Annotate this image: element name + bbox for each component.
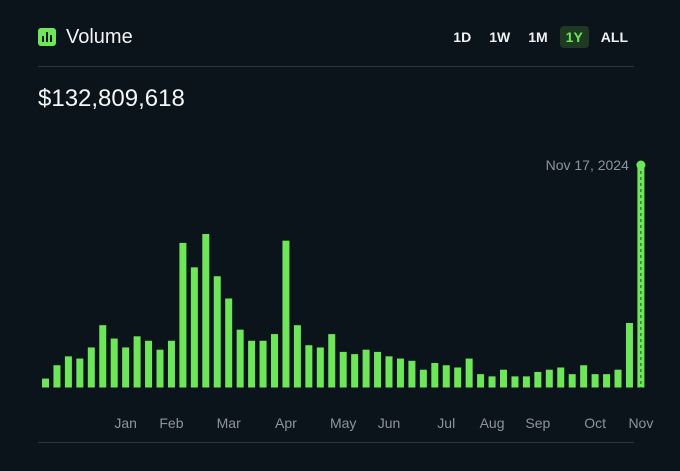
bar[interactable] [442,365,450,388]
page-title: Volume [66,26,133,48]
bar[interactable] [122,347,130,388]
bar[interactable] [454,367,462,388]
bar[interactable] [110,338,118,388]
footer-divider [38,442,634,443]
bar[interactable] [637,165,645,388]
bar[interactable] [179,242,187,388]
header: Volume 1D 1W 1M 1Y ALL [38,24,634,50]
bar[interactable] [248,340,256,388]
bar[interactable] [282,240,290,388]
x-tick-label: May [330,415,356,431]
range-1w[interactable]: 1W [489,29,511,45]
range-1m[interactable]: 1M [528,29,548,45]
x-tick-label: Jan [114,415,137,431]
bar[interactable] [76,358,84,388]
x-tick-label: Jul [437,415,455,431]
bar[interactable] [385,356,393,388]
bar[interactable] [133,336,141,388]
range-1y[interactable]: 1Y [559,26,589,48]
bar[interactable] [328,334,336,388]
hover-dot [636,160,646,170]
x-tick-label: Sep [525,415,550,431]
bar[interactable] [305,345,313,388]
bar[interactable] [545,369,553,388]
x-tick-label: Nov [628,415,653,431]
hover-date-label: Nov 17, 2024 [546,157,629,173]
range-1d[interactable]: 1D [453,29,472,45]
bar[interactable] [87,347,95,388]
bar[interactable] [580,365,588,388]
bars-group [42,165,645,388]
bar[interactable] [156,349,164,388]
hover-indicator: Nov 17, 2024 [546,157,646,388]
bar[interactable] [591,374,599,388]
bar[interactable] [488,376,496,388]
bar[interactable] [477,374,485,388]
x-tick-label: Oct [584,415,606,431]
x-tick-label: Aug [480,415,505,431]
x-tick-label: Jun [378,415,401,431]
total-volume: $132,809,618 [38,85,185,112]
bar[interactable] [316,347,324,388]
bar[interactable] [465,358,473,388]
bar[interactable] [339,351,347,388]
x-tick-label: Apr [275,415,297,431]
x-tick-label: Feb [159,415,183,431]
bar[interactable] [167,340,175,388]
bar-chart-icon [38,28,56,46]
bar[interactable] [259,340,267,388]
bar[interactable] [396,358,404,388]
bar[interactable] [351,354,359,388]
bar[interactable] [190,267,198,388]
bar[interactable] [42,378,49,388]
header-divider [38,66,634,67]
bar[interactable] [625,322,633,388]
bar[interactable] [99,325,107,388]
bar[interactable] [64,356,72,388]
bar[interactable] [614,369,622,388]
bar[interactable] [603,374,611,388]
bar[interactable] [145,340,153,388]
bar[interactable] [522,376,530,388]
bar[interactable] [557,367,565,388]
bar[interactable] [362,349,370,388]
bar[interactable] [500,369,507,388]
bar[interactable] [293,325,301,388]
bar[interactable] [408,360,416,388]
bar[interactable] [225,298,233,388]
range-selector: 1D 1W 1M 1Y ALL [447,24,634,50]
x-axis-ticks: Jan Feb Mar Apr May Jun Jul Aug Sep Oct Nov [114,415,653,431]
bar[interactable] [236,329,244,388]
bar[interactable] [511,376,519,388]
bar[interactable] [53,365,61,388]
bar[interactable] [419,369,427,388]
bar[interactable] [568,374,576,388]
bar[interactable] [202,233,210,388]
bar[interactable] [271,334,278,388]
bar[interactable] [534,371,542,388]
range-all[interactable]: ALL [600,29,628,45]
bar[interactable] [213,276,221,388]
bar[interactable] [431,363,439,388]
bar[interactable] [374,351,382,388]
x-tick-label: Mar [217,415,241,431]
